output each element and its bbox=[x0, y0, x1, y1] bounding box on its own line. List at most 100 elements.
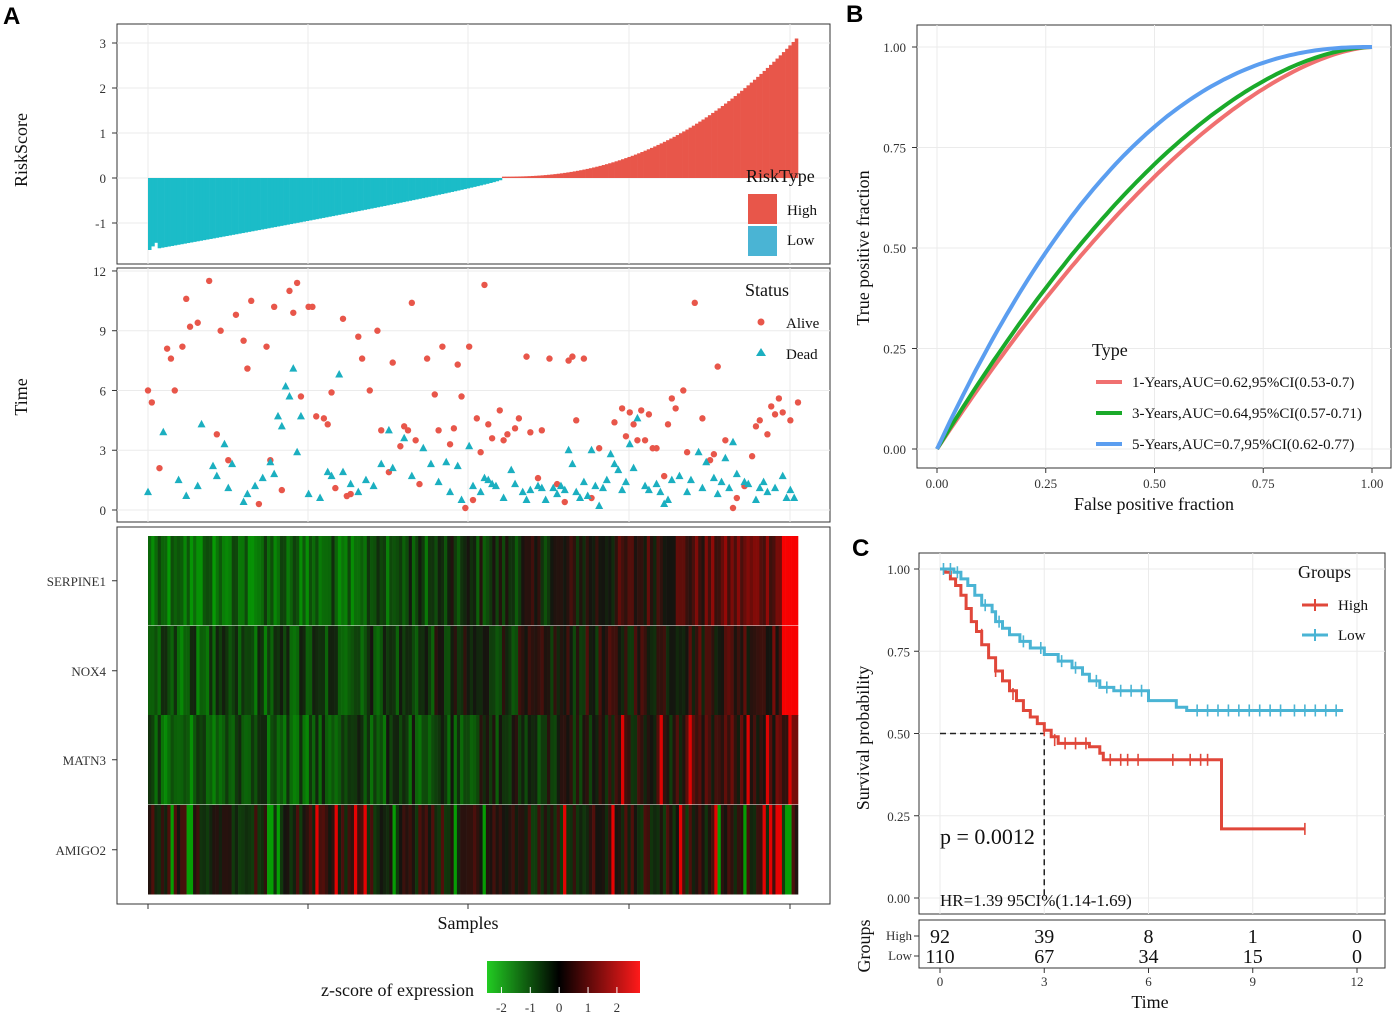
heatmap-cell bbox=[759, 805, 763, 895]
risk-score-bar bbox=[785, 48, 789, 178]
heatmap-cell bbox=[695, 626, 699, 716]
heatmap-cell bbox=[740, 715, 744, 805]
heatmap-cell bbox=[743, 536, 747, 626]
heatmap-cell bbox=[521, 536, 525, 626]
risk-score-bar bbox=[267, 178, 271, 229]
dead-point bbox=[457, 495, 466, 504]
heatmap-cell bbox=[360, 626, 364, 716]
heatmap-cell bbox=[495, 626, 500, 716]
risk-score-bar bbox=[337, 178, 342, 215]
heatmap-cell bbox=[778, 626, 783, 716]
heatmap-cell bbox=[344, 715, 348, 805]
heatmap-cell bbox=[431, 626, 435, 716]
dead-point bbox=[614, 465, 623, 474]
heatmap-cell bbox=[363, 805, 368, 895]
heatmap-cell bbox=[292, 805, 297, 895]
dead-point bbox=[197, 419, 206, 428]
risk-table-rowlabel-low: Low bbox=[888, 948, 912, 963]
heatmap-cell bbox=[353, 805, 358, 895]
heatmap-cell bbox=[604, 805, 609, 895]
heatmap-cell bbox=[678, 715, 683, 805]
heatmap-cell bbox=[688, 715, 693, 805]
dead-point bbox=[610, 459, 619, 468]
heatmap-cell bbox=[357, 626, 361, 716]
alive-point bbox=[244, 365, 251, 372]
heatmap-cell bbox=[370, 536, 374, 626]
heatmap-cell bbox=[244, 536, 249, 626]
heatmap-cell bbox=[341, 536, 345, 626]
alive-point bbox=[653, 445, 660, 452]
heatmap-cell bbox=[366, 536, 371, 626]
alive-point bbox=[347, 490, 354, 498]
heatmap-cell bbox=[781, 536, 786, 626]
dead-point bbox=[243, 489, 252, 498]
heatmap-cell bbox=[196, 805, 200, 895]
heatmap-cell bbox=[376, 715, 380, 805]
heatmap-cell bbox=[357, 715, 361, 805]
heatmap-cell bbox=[176, 805, 181, 895]
heatmap-cell bbox=[669, 805, 673, 895]
risk-score-bar bbox=[662, 141, 667, 178]
risk-score-bar bbox=[762, 70, 767, 178]
heatmap-cell bbox=[312, 715, 316, 805]
heatmap-cell bbox=[476, 626, 480, 716]
heatmap-cell bbox=[250, 626, 255, 716]
heatmap-cell bbox=[305, 626, 310, 716]
heatmap-cell bbox=[456, 715, 461, 805]
heatmap-cell bbox=[247, 536, 252, 626]
heatmap-cell bbox=[398, 805, 403, 895]
heatmap-cell bbox=[344, 536, 348, 626]
alive-point bbox=[660, 472, 668, 480]
risk-score-bar bbox=[624, 158, 628, 178]
alive-point bbox=[672, 405, 679, 412]
risk-score-ytick-label: -1 bbox=[95, 216, 106, 231]
km-curve-high bbox=[940, 567, 1305, 831]
heatmap-cell bbox=[157, 626, 162, 716]
heatmap-cell bbox=[305, 715, 310, 805]
heatmap-cell bbox=[160, 536, 165, 626]
heatmap-cell bbox=[386, 536, 390, 626]
alive-point bbox=[320, 415, 328, 422]
heatmap-cell bbox=[370, 715, 374, 805]
dead-point bbox=[361, 475, 370, 484]
heatmap-cell bbox=[553, 626, 557, 716]
dead-point bbox=[526, 485, 535, 494]
heatmap-cell bbox=[604, 536, 609, 626]
risktype-legend: RiskType High Low bbox=[746, 166, 818, 256]
heatmap-cell bbox=[476, 536, 480, 626]
heatmap-cell bbox=[405, 805, 409, 895]
heatmap-cell bbox=[431, 805, 435, 895]
heatmap-cell bbox=[550, 626, 554, 716]
heatmap-cell bbox=[334, 536, 339, 626]
heatmap-cell bbox=[453, 536, 458, 626]
heatmap-cell bbox=[489, 715, 493, 805]
alive-point bbox=[324, 421, 331, 428]
heatmap-cell bbox=[749, 536, 754, 626]
heatmap-cell bbox=[704, 715, 709, 805]
alive-point bbox=[569, 353, 576, 360]
heatmap-cell bbox=[736, 715, 741, 805]
risk-score-bar bbox=[675, 135, 680, 178]
heatmap-cell bbox=[193, 805, 197, 895]
roc-legend: Type 1-Years,AUC=0.62,95%CI(0.53-0.7) 3-… bbox=[1092, 340, 1362, 453]
heatmap-cell bbox=[727, 715, 731, 805]
heatmap-cell bbox=[579, 805, 583, 895]
heatmap-cell bbox=[501, 626, 506, 716]
alive-point bbox=[595, 445, 603, 452]
heatmap-cell bbox=[247, 805, 252, 895]
roc-legend-label-5y: 5-Years,AUC=0.7,95%CI(0.62-0.77) bbox=[1132, 437, 1354, 453]
risk-score-bar bbox=[547, 174, 551, 178]
heatmap-cell bbox=[318, 536, 323, 626]
alive-point bbox=[565, 357, 572, 364]
risk-score-bar bbox=[302, 178, 306, 222]
heatmap-cell bbox=[682, 805, 686, 895]
heatmap-cell bbox=[148, 626, 152, 716]
gene-label-amigo2: AMIGO2 bbox=[55, 843, 106, 858]
dead-point bbox=[572, 487, 581, 496]
risk-score-bar bbox=[653, 146, 657, 178]
heatmap-cell bbox=[518, 805, 522, 895]
heatmap-cell bbox=[672, 626, 677, 716]
heatmap-cell bbox=[382, 715, 387, 805]
panel-label-a: A bbox=[3, 3, 20, 30]
alive-point bbox=[634, 437, 641, 444]
